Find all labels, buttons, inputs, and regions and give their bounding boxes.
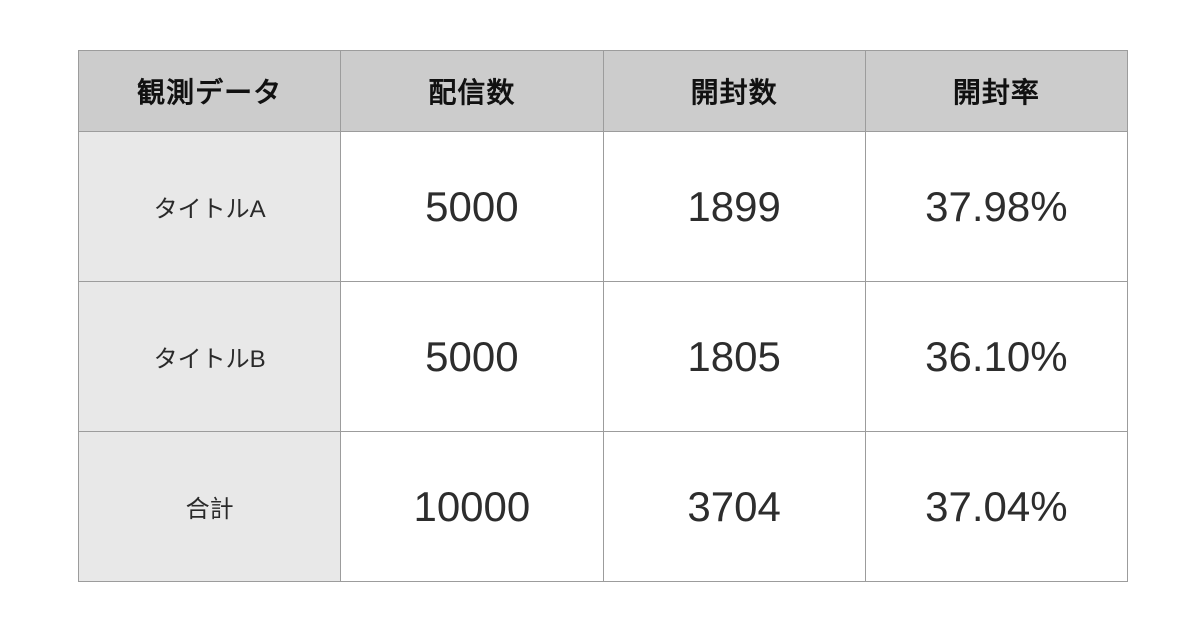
- table-head: 観測データ 配信数 開封数 開封率: [77, 50, 1129, 132]
- column-header-observation-data: 観測データ: [77, 50, 342, 132]
- table-cell-total-open-rate: 37.04%: [864, 431, 1129, 582]
- table-cell-total-opens: 3704: [602, 431, 866, 582]
- column-header-delivery-count: 配信数: [340, 50, 604, 132]
- column-header-open-rate: 開封率: [864, 50, 1129, 132]
- table-cell-title-b-open-rate: 36.10%: [864, 281, 1129, 432]
- header-row: 観測データ 配信数 開封数 開封率: [77, 50, 1129, 132]
- table-row-title-a: タイトルA 5000 1899 37.98%: [77, 131, 1129, 282]
- table-row-total: 合計 10000 3704 37.04%: [77, 431, 1129, 582]
- table-cell-title-b-delivery: 5000: [340, 281, 604, 432]
- row-label-total: 合計: [77, 431, 342, 582]
- row-label-title-a: タイトルA: [77, 131, 342, 282]
- table-cell-total-delivery: 10000: [340, 431, 604, 582]
- row-label-title-b: タイトルB: [77, 281, 342, 432]
- table-cell-title-a-open-rate: 37.98%: [864, 131, 1129, 282]
- table-cell-title-b-opens: 1805: [602, 281, 866, 432]
- table-row-title-b: タイトルB 5000 1805 36.10%: [77, 281, 1129, 432]
- column-header-open-count: 開封数: [602, 50, 866, 132]
- table-body: タイトルA 5000 1899 37.98% タイトルB 5000 1805 3…: [77, 131, 1129, 582]
- table-cell-title-a-delivery: 5000: [340, 131, 604, 282]
- table-cell-title-a-opens: 1899: [602, 131, 866, 282]
- observation-data-table: 観測データ 配信数 開封数 開封率 タイトルA 5000 1899 37.98%…: [77, 50, 1129, 582]
